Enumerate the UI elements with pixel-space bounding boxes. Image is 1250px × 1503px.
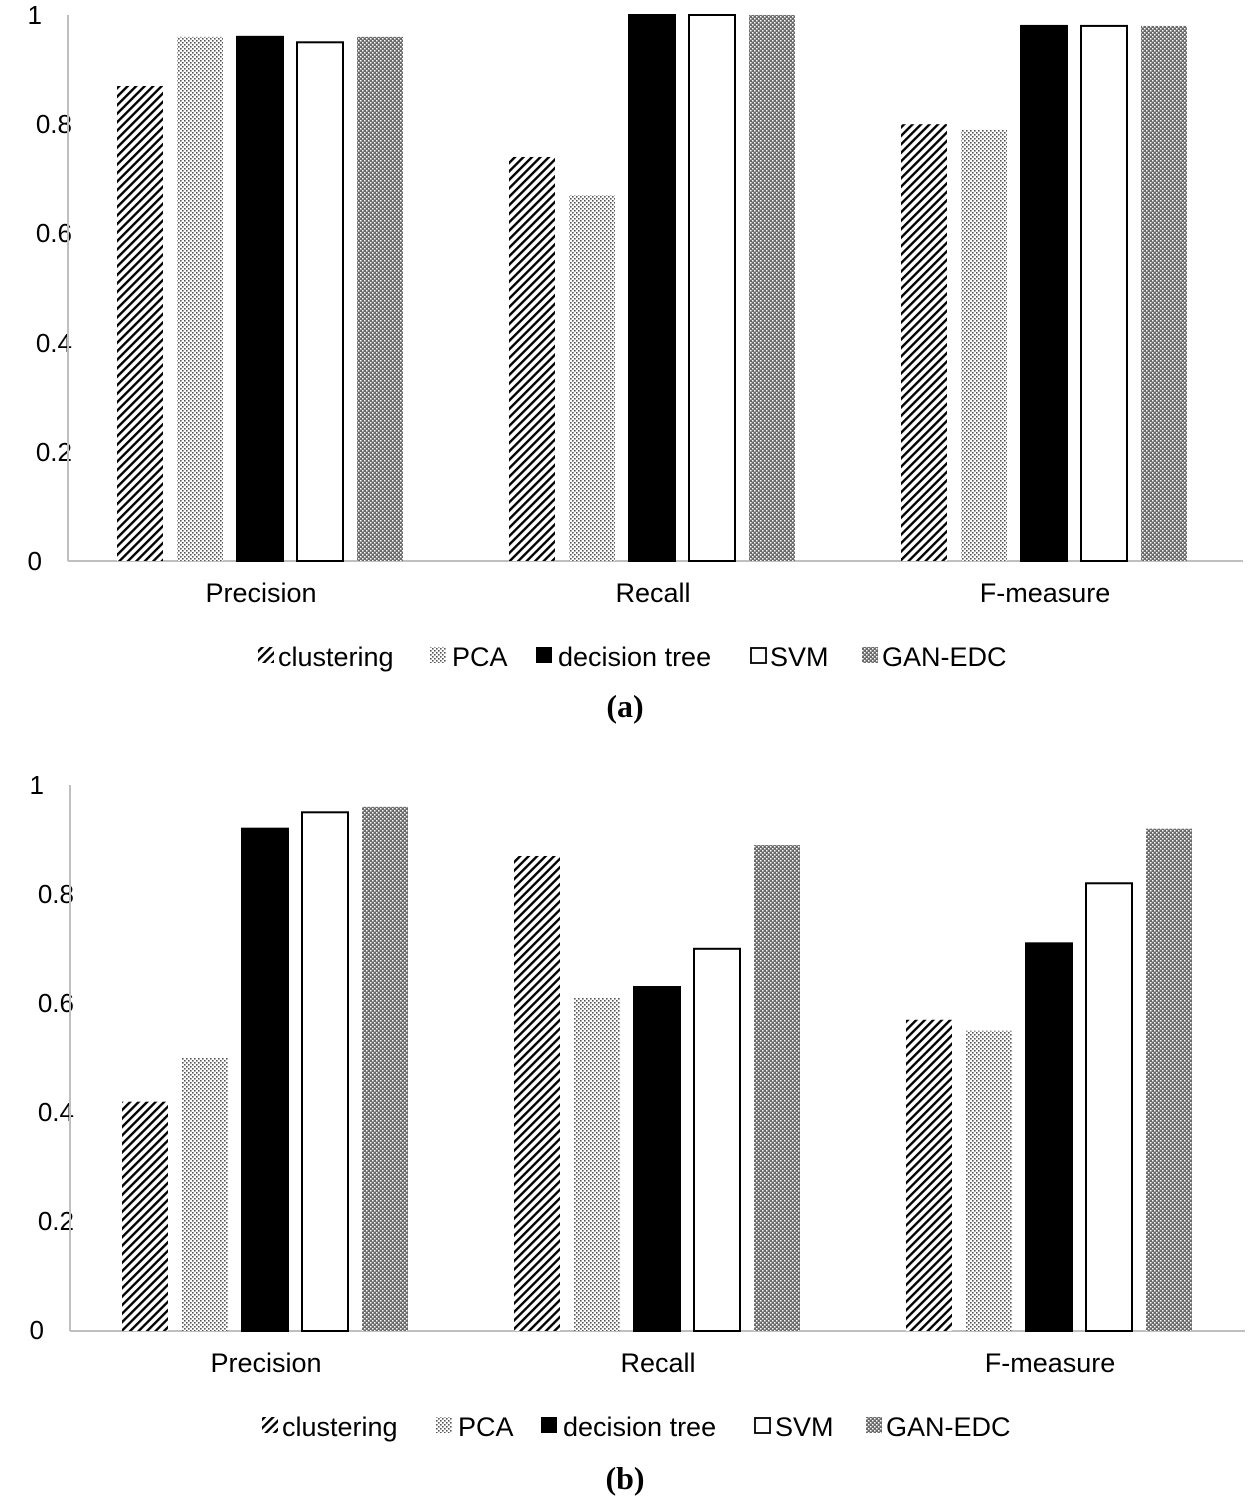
bars-b [122, 806, 1192, 1333]
y-tick-label: 0.4 [36, 328, 72, 358]
bar-clustering-precision [122, 1101, 168, 1331]
bar-svm-recall [693, 947, 741, 1332]
legend-swatch-gan-edc [866, 1417, 882, 1433]
legend-label-pca: PCA [452, 642, 508, 672]
bar-pca-recall [569, 195, 615, 561]
y-tick-label: 0 [30, 1315, 44, 1345]
legend-swatch-pca [430, 647, 446, 663]
legend-b: clustering PCA decision tree SVM GAN-EDC [262, 1412, 1011, 1442]
x-category-labels-b: Precision Recall F-measure [210, 1348, 1115, 1378]
category-label-f-measure: F-measure [980, 578, 1111, 608]
category-label-recall: Recall [620, 1348, 695, 1378]
bar-gan-edc-f-measure [1141, 25, 1187, 562]
bar-gan-edc-f-measure [1146, 828, 1192, 1331]
legend-label-clustering: clustering [282, 1412, 398, 1442]
y-tick-label: 0.6 [38, 988, 74, 1018]
legend-swatch-decision-tree [536, 647, 552, 663]
bar-gan-edc-recall [754, 845, 800, 1331]
legend-item-clustering: clustering [258, 642, 394, 672]
legend-item-svm: SVM [750, 642, 829, 672]
legend-label-pca: PCA [458, 1412, 514, 1442]
y-tick-label: 0.8 [36, 109, 72, 139]
legend-label-decision-tree: decision tree [558, 642, 711, 672]
bar-svm-f-measure [1085, 882, 1133, 1333]
bar-decision-tree-f-measure [1020, 24, 1068, 563]
y-tick-label: 0.4 [38, 1097, 74, 1127]
bar-pca-recall [574, 997, 620, 1331]
legend-swatch-gan-edc [862, 647, 878, 663]
legend-label-decision-tree: decision tree [563, 1412, 716, 1442]
bar-clustering-f-measure [906, 1019, 952, 1331]
bar-svm-recall [688, 14, 736, 562]
bar-gan-edc-precision [357, 36, 403, 561]
y-tick-label: 0 [28, 546, 42, 576]
legend-label-svm: SVM [775, 1412, 834, 1442]
bar-clustering-f-measure [901, 124, 947, 561]
panel-label-a: (a) [606, 688, 643, 724]
legend-item-svm: SVM [754, 1412, 834, 1442]
legend-label-gan-edc: GAN-EDC [886, 1412, 1011, 1442]
bar-svm-precision [301, 811, 349, 1332]
legend-item-clustering: clustering [262, 1412, 398, 1442]
bar-clustering-recall [514, 855, 560, 1331]
category-label-precision: Precision [210, 1348, 321, 1378]
legend-label-svm: SVM [770, 642, 829, 672]
y-tick-label: 1 [28, 0, 42, 30]
legend-swatch-pca [436, 1417, 452, 1433]
y-tick-label: 0.8 [38, 879, 74, 909]
bars-a [117, 14, 1187, 563]
category-label-precision: Precision [205, 578, 316, 608]
legend-swatch-svm [750, 647, 767, 664]
bar-pca-f-measure [966, 1030, 1012, 1331]
y-tick-label: 0.2 [36, 437, 72, 467]
bar-clustering-recall [509, 156, 555, 561]
bar-decision-tree-precision [241, 827, 289, 1332]
bar-svm-f-measure [1080, 24, 1128, 563]
bar-decision-tree-recall [628, 14, 676, 562]
bar-pca-precision [177, 36, 223, 561]
legend-item-pca: PCA [436, 1412, 514, 1442]
category-label-f-measure: F-measure [985, 1348, 1116, 1378]
bar-svm-precision [296, 41, 344, 563]
legend-swatch-clustering [262, 1417, 278, 1433]
legend-item-pca: PCA [430, 642, 508, 672]
legend-a: clustering PCA decision tree SVM GAN-EDC [258, 642, 1007, 672]
y-axis-ticks-b: 0 0.2 0.4 0.6 0.8 1 [30, 770, 74, 1345]
legend-label-clustering: clustering [278, 642, 394, 672]
bar-gan-edc-precision [362, 806, 408, 1331]
legend-item-gan-edc: GAN-EDC [866, 1412, 1011, 1442]
bar-gan-edc-recall [749, 15, 795, 561]
bar-pca-f-measure [961, 129, 1007, 561]
bar-decision-tree-recall [633, 986, 681, 1333]
legend-item-decision-tree: decision tree [541, 1412, 716, 1442]
legend-swatch-clustering [258, 647, 274, 663]
x-category-labels-a: Precision Recall F-measure [205, 578, 1110, 608]
y-axis-ticks-a: 0 0.2 0.4 0.6 0.8 1 [28, 0, 72, 576]
bar-decision-tree-f-measure [1025, 942, 1073, 1333]
legend-swatch-svm [754, 1417, 771, 1434]
legend-label-gan-edc: GAN-EDC [882, 642, 1007, 672]
legend-item-gan-edc: GAN-EDC [862, 642, 1007, 672]
panel-label-b: (b) [605, 1460, 644, 1496]
bar-decision-tree-precision [236, 35, 284, 562]
y-tick-label: 0.6 [36, 218, 72, 248]
category-label-recall: Recall [615, 578, 690, 608]
chart-b: 0 0.2 0.4 0.6 0.8 1 Precision Recall F-m… [30, 770, 1245, 1496]
legend-item-decision-tree: decision tree [536, 642, 711, 672]
legend-swatch-decision-tree [541, 1417, 557, 1433]
y-tick-label: 0.2 [38, 1206, 74, 1236]
bar-clustering-precision [117, 85, 163, 561]
y-tick-label: 1 [30, 770, 44, 800]
bar-pca-precision [182, 1058, 228, 1331]
chart-a: 0 0.2 0.4 0.6 0.8 1 Precision Recall F-m… [28, 0, 1243, 724]
